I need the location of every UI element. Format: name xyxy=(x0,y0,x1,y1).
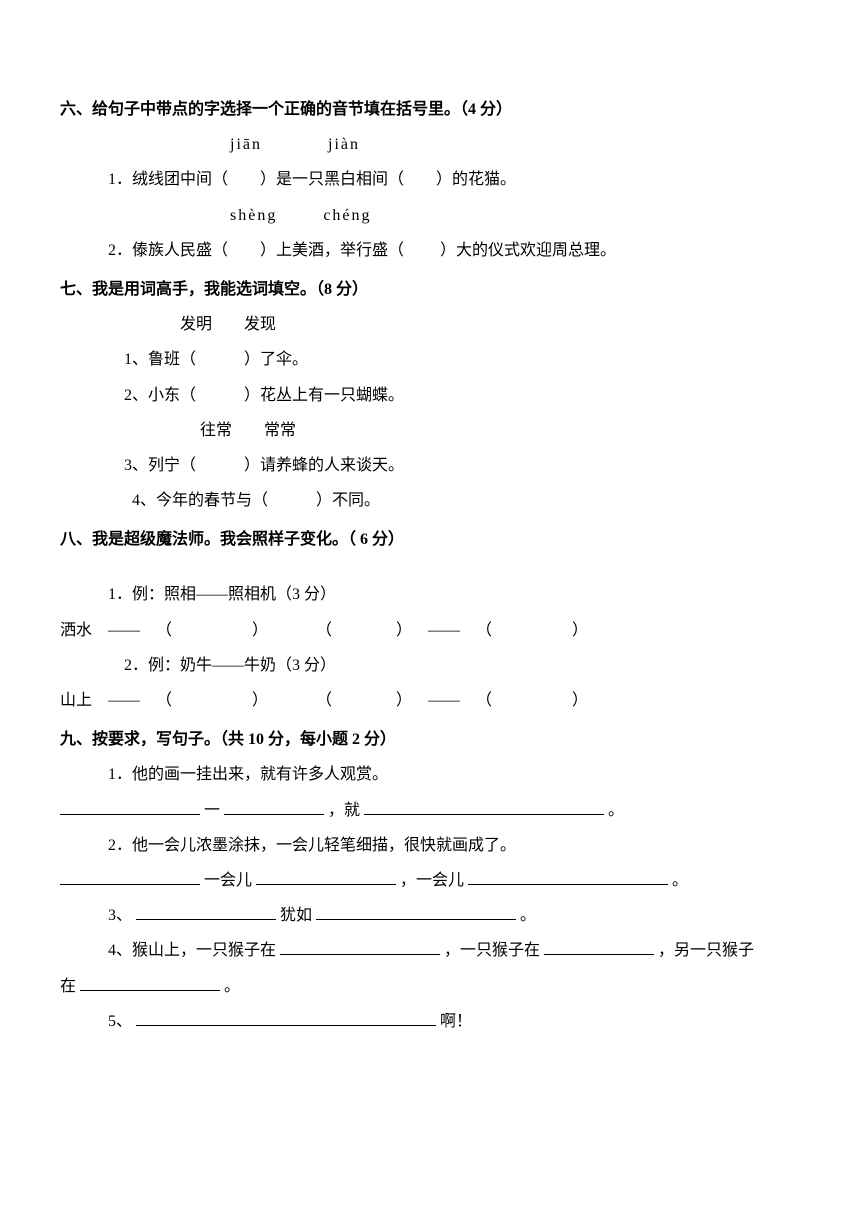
s8-ex1: 1．例：照相——照相机（3 分） xyxy=(60,577,800,612)
blank[interactable] xyxy=(364,799,604,815)
pinyin-cheng: chéng xyxy=(323,207,371,224)
s6-q2-a: 2．傣族人民盛（ xyxy=(108,242,228,259)
s9-q4-line2: 在 。 xyxy=(60,969,800,1004)
s6-q1-c: ）的花猫。 xyxy=(436,171,516,188)
blank[interactable] xyxy=(468,869,668,885)
s7-q4: 4、今年的春节与（ ）不同。 xyxy=(60,483,800,518)
s9-q2: 2．他一会儿浓墨涂抹，一会儿轻笔细描，很快就画成了。 xyxy=(60,828,800,863)
s8-ex1-a: 洒水 —— （ ） xyxy=(60,622,268,639)
text-period: 。 xyxy=(608,802,624,819)
blank[interactable] xyxy=(60,799,200,815)
s8-ex1-b: （ ） —— （ ） xyxy=(316,622,588,639)
s6-q2: 2．傣族人民盛（ ）上美酒，举行盛（ ）大的仪式欢迎周总理。 xyxy=(60,233,800,268)
blank[interactable] xyxy=(224,799,324,815)
text-jiu: ，就 xyxy=(328,802,360,819)
s8-ex1-line: 洒水 —— （ ） （ ） —— （ ） xyxy=(60,613,800,648)
s9-q3-b: 犹如 xyxy=(280,907,312,924)
s6-q1-b: ）是一只黑白相间（ xyxy=(260,171,404,188)
blank[interactable] xyxy=(256,869,396,885)
s8-ex2-a: 山上 —— （ ） xyxy=(60,692,268,709)
section-6-title: 六、给句子中带点的字选择一个正确的音节填在括号里。（4 分） xyxy=(60,92,800,127)
pinyin-sheng: shèng xyxy=(230,207,277,224)
s6-q1: 1．绒线团中间（ ）是一只黑白相间（ ）的花猫。 xyxy=(60,162,800,197)
pinyin-jian4: jiàn xyxy=(328,136,360,153)
s8-ex2-b: （ ） —— （ ） xyxy=(316,692,588,709)
blank[interactable] xyxy=(280,939,440,955)
s7-q3: 3、列宁（ ）请养蜂的人来谈天。 xyxy=(60,448,800,483)
s7-options-1: 发明 发现 xyxy=(60,307,800,342)
text-yi: 一 xyxy=(204,802,220,819)
s9-q4-e: 。 xyxy=(224,978,240,995)
blank[interactable] xyxy=(136,904,276,920)
pinyin-jian1: jiān xyxy=(230,136,262,153)
text-yihuier2: ，一会儿 xyxy=(400,872,464,889)
text-yihuier1: 一会儿 xyxy=(204,872,252,889)
s7-options-2: 往常 常常 xyxy=(60,413,800,448)
s7-q2: 2、小东（ ）花丛上有一只蝴蝶。 xyxy=(60,378,800,413)
section-8-title: 八、我是超级魔法师。我会照样子变化。（ 6 分） xyxy=(60,522,800,557)
blank[interactable] xyxy=(136,1010,436,1026)
s6-q2-b: ）上美酒，举行盛（ xyxy=(260,242,404,259)
s6-q1-a: 1．绒线团中间（ xyxy=(108,171,228,188)
pinyin-row-2: shèng chéng xyxy=(60,198,800,233)
s9-q2-fill: 一会儿 ，一会儿 。 xyxy=(60,863,800,898)
blank[interactable] xyxy=(544,939,654,955)
s9-q1-fill: 一 ，就 。 xyxy=(60,793,800,828)
s9-q3: 3、 犹如 。 xyxy=(60,898,800,933)
s9-q5: 5、 啊！ xyxy=(60,1004,800,1039)
s9-q5-a: 5、 xyxy=(108,1013,132,1030)
blank[interactable] xyxy=(60,869,200,885)
s9-q4-b: ，一只猴子在 xyxy=(444,942,540,959)
s9-q3-c: 。 xyxy=(520,907,536,924)
s9-q4-d: 在 xyxy=(60,978,76,995)
blank[interactable] xyxy=(316,904,516,920)
s8-ex2: 2．例：奶牛——牛奶（3 分） xyxy=(60,648,800,683)
blank[interactable] xyxy=(80,975,220,991)
s9-q5-b: 啊！ xyxy=(440,1013,472,1030)
s9-q4: 4、猴山上，一只猴子在 ，一只猴子在 ，另一只猴子 xyxy=(60,933,800,968)
s7-q1: 1、鲁班（ ）了伞。 xyxy=(60,342,800,377)
s6-q2-c: ）大的仪式欢迎周总理。 xyxy=(440,242,616,259)
pinyin-row-1: jiān jiàn xyxy=(60,127,800,162)
text-period: 。 xyxy=(672,872,688,889)
s9-q1: 1．他的画一挂出来，就有许多人观赏。 xyxy=(60,757,800,792)
s9-q4-c: ，另一只猴子 xyxy=(658,942,754,959)
s9-q4-a: 4、猴山上，一只猴子在 xyxy=(108,942,276,959)
s9-q3-a: 3、 xyxy=(108,907,132,924)
section-9-title: 九、按要求，写句子。（共 10 分，每小题 2 分） xyxy=(60,722,800,757)
section-7-title: 七、我是用词高手，我能选词填空。（8 分） xyxy=(60,272,800,307)
s8-ex2-line: 山上 —— （ ） （ ） —— （ ） xyxy=(60,683,800,718)
